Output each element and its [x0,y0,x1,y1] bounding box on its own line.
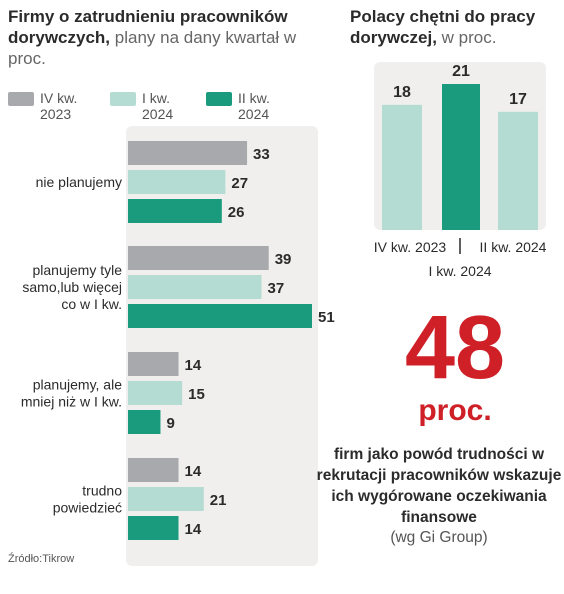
bar-value-label: 21 [210,492,227,509]
legend-swatch [8,92,34,106]
right-chart-title: Polacy chętni do pracy dorywczej, w proc… [350,6,560,48]
bar [128,487,204,511]
bar-group: 33 27 26 nie planujemy [36,141,270,223]
bar-value-label: 17 [509,91,527,108]
left-chart-title: Firmy o zatrudnieniu pracowników dorywcz… [8,6,338,69]
bar [128,199,222,223]
bar-value-label: 39 [275,251,292,268]
bar-value-label: 14 [185,463,202,480]
bar [128,516,179,540]
bar [128,381,183,405]
legend-swatch [110,92,136,106]
bar-group: 14 21 14 trudno powiedzieć [53,458,227,540]
highlight-value: 48 [404,298,506,398]
bar-value-label: 51 [318,309,335,326]
legend-label: IV kw. 2023 [40,90,78,122]
highlight-unit: proc. [418,394,492,427]
bar [128,410,161,434]
left-title-rest: plany na dany kwartał w proc. [8,28,297,68]
legend-label: II kw. 2024 [238,90,270,122]
highlight-description: firm jako powód trudności w rekrutacji p… [316,446,562,526]
category-label: nie planujemy [36,174,122,190]
category-label: planujemy, ale mniej niż w I kw. [21,377,122,410]
right-title-bold: Polacy chętni do pracy dorywczej, [350,7,536,47]
category-label: trudno powiedzieć [53,483,122,516]
bar-value-label: 14 [185,521,202,538]
bar [128,304,312,328]
legend-item-iv-2023: IV kw. 2023 [8,90,77,122]
category-label: II kw. 2024 [480,239,547,255]
highlight-source: (wg Gi Group) [390,529,488,546]
source-note: Źródło:Tikrow [8,553,75,565]
legend-swatch [206,92,232,106]
left-title-bold: Firmy o zatrudnieniu pracowników dorywcz… [8,7,288,47]
bar-value-label: 14 [185,357,202,374]
bar [128,246,269,270]
bar [128,352,179,376]
legend-label: I kw. 2024 [142,90,174,122]
bar-value-label: 18 [393,84,411,101]
bar [128,458,179,482]
category-label: I kw. 2024 [428,263,491,279]
category-label: IV kw. 2023 [374,239,447,255]
bar-group: 14 15 9 planujemy, ale mniej niż w I kw. [21,352,205,434]
bar-value-label: 21 [452,63,470,80]
bar-value-label: 26 [228,204,245,221]
right-bar-chart: 18 21 17 IV kw. 2023 I kw. 2024 II kw. 2024 [374,63,547,279]
bar [128,275,262,299]
bar [128,170,226,194]
right-title-rest: w proc. [436,28,497,47]
bar-group: 39 37 51 planujemy tyle samo,lub więcej co w … [22,246,335,328]
bar [128,141,248,165]
bar-value-label: 37 [267,280,284,297]
legend-item-ii-2024: II kw. 2024 [206,90,270,122]
bar-value-label: 15 [188,386,205,403]
bar [498,111,538,230]
legend-item-i-2024: I kw. 2024 [110,90,173,122]
category-label: planujemy tyle samo,lub więcej co w I kw. [22,262,122,312]
bar-value-label: 33 [253,146,270,163]
left-bar-chart: 33 27 26 nie planujemy 39 37 51 planujemy tyle s… [21,141,335,540]
bar-value-label: 9 [166,415,174,432]
bar [442,84,480,230]
bar-value-label: 27 [231,175,248,192]
bar [382,104,422,230]
